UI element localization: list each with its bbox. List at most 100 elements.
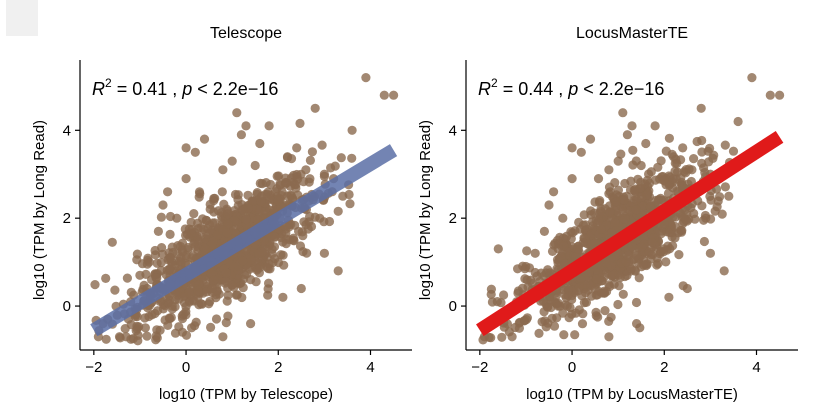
scatter-point — [200, 244, 210, 254]
scatter-point — [201, 215, 211, 225]
scatter-point — [697, 158, 707, 168]
scatter-point — [177, 327, 187, 337]
chart-panel-1: Telescope −2 0 2 4 0 2 4 log10 (TPM by Telescope… — [31, 25, 412, 403]
scatter-point — [539, 307, 549, 317]
x-tick-label: 0 — [182, 359, 190, 376]
scatter-point — [172, 213, 182, 223]
scatter-point — [593, 174, 604, 184]
scatter-point — [319, 169, 329, 179]
scatter-point — [121, 332, 131, 342]
y-axis-label: log10 (TPM by Long Read) — [417, 120, 434, 300]
scatter-point — [543, 265, 553, 275]
scatter-point — [139, 280, 149, 290]
scatter-point — [150, 308, 160, 319]
scatter-point — [255, 262, 265, 272]
p-symbol: p — [181, 79, 192, 99]
r2-superscript: 2 — [491, 76, 498, 90]
scatter-point — [567, 309, 577, 319]
scatter-point — [631, 205, 641, 215]
scatter-point — [93, 332, 103, 342]
scatter-point — [307, 147, 317, 157]
scatter-point — [128, 334, 138, 344]
scatter-point — [558, 213, 568, 223]
scatter-point — [538, 296, 549, 306]
scatter-point — [659, 244, 669, 254]
scatter-point — [605, 207, 615, 217]
y-axis-label: log10 (TPM by Long Read) — [31, 120, 48, 300]
scatter-point — [264, 121, 274, 131]
x-axis-label: log10 (TPM by LocusMasterTE) — [526, 386, 738, 403]
scatter-point — [717, 209, 727, 219]
scatter-point — [631, 297, 642, 308]
scatter-point — [186, 217, 196, 227]
scatter-point — [599, 288, 610, 298]
scatter-point — [285, 235, 295, 245]
scatter-point — [229, 282, 239, 292]
scatter-point — [580, 280, 590, 290]
scatter-point — [573, 244, 583, 254]
scatter-point — [298, 231, 308, 241]
scatter-point — [193, 285, 203, 296]
scatter-point — [556, 252, 566, 262]
scatter-point — [207, 283, 217, 293]
scatter-point — [144, 257, 154, 267]
scatter-point — [202, 229, 212, 239]
scatter-point — [645, 202, 656, 212]
scatter-point — [181, 174, 191, 184]
scatter-point — [221, 268, 231, 278]
scatter-point — [135, 270, 145, 280]
scatter-point — [263, 284, 273, 294]
scatter-point — [668, 152, 679, 162]
scatter-point — [166, 312, 176, 323]
scatter-point — [256, 197, 266, 207]
x-tick-label: 2 — [660, 359, 668, 376]
scatter-point — [664, 292, 674, 302]
regression-line — [476, 131, 784, 337]
x-axis-label: log10 (TPM by Telescope) — [159, 386, 333, 403]
scatter-point — [616, 149, 626, 159]
scatter-point — [236, 130, 246, 140]
scatter-point — [177, 314, 188, 324]
scatter-point — [218, 332, 228, 342]
scatter-point — [317, 140, 327, 150]
y-tick-label: 0 — [63, 298, 71, 315]
scatter-point — [497, 332, 507, 342]
scatter-point — [156, 212, 166, 222]
scatter-point — [101, 273, 111, 283]
scatter-point — [537, 317, 547, 327]
scatter-point — [273, 257, 284, 268]
scatter-point — [347, 153, 357, 163]
scatter-point — [559, 330, 569, 340]
scatter-point — [151, 273, 161, 283]
scatter-point — [613, 156, 623, 166]
scatter-point — [110, 285, 120, 295]
scatter-point — [153, 226, 163, 236]
scatter-point — [90, 280, 100, 290]
scatter-point — [257, 179, 267, 189]
scatter-point — [205, 204, 215, 214]
scatter-point — [165, 229, 175, 239]
scatter-point — [637, 242, 647, 252]
scatter-point — [250, 160, 260, 171]
scatter-point — [122, 273, 132, 283]
scatter-point — [521, 261, 531, 272]
scatter-point — [659, 219, 669, 229]
scatter-point — [290, 179, 300, 189]
scatter-point — [562, 301, 572, 311]
scatter-point — [697, 147, 707, 157]
scatter-point — [530, 248, 540, 258]
scatter-point — [623, 251, 633, 261]
scatter-point — [262, 262, 272, 272]
r2-value: = 0.41 , — [112, 79, 183, 99]
scatter-point — [173, 241, 183, 251]
scatter-point — [570, 226, 580, 236]
scatter-point — [705, 248, 716, 258]
scatter-point — [180, 224, 190, 234]
scatter-point — [587, 291, 597, 301]
chart-title: LocusMasterTE — [576, 25, 688, 42]
scatter-point — [338, 191, 348, 201]
scatter-point — [618, 108, 628, 118]
scatter-point — [218, 165, 228, 175]
scatter-point — [580, 220, 591, 230]
scatter-point — [361, 73, 371, 83]
